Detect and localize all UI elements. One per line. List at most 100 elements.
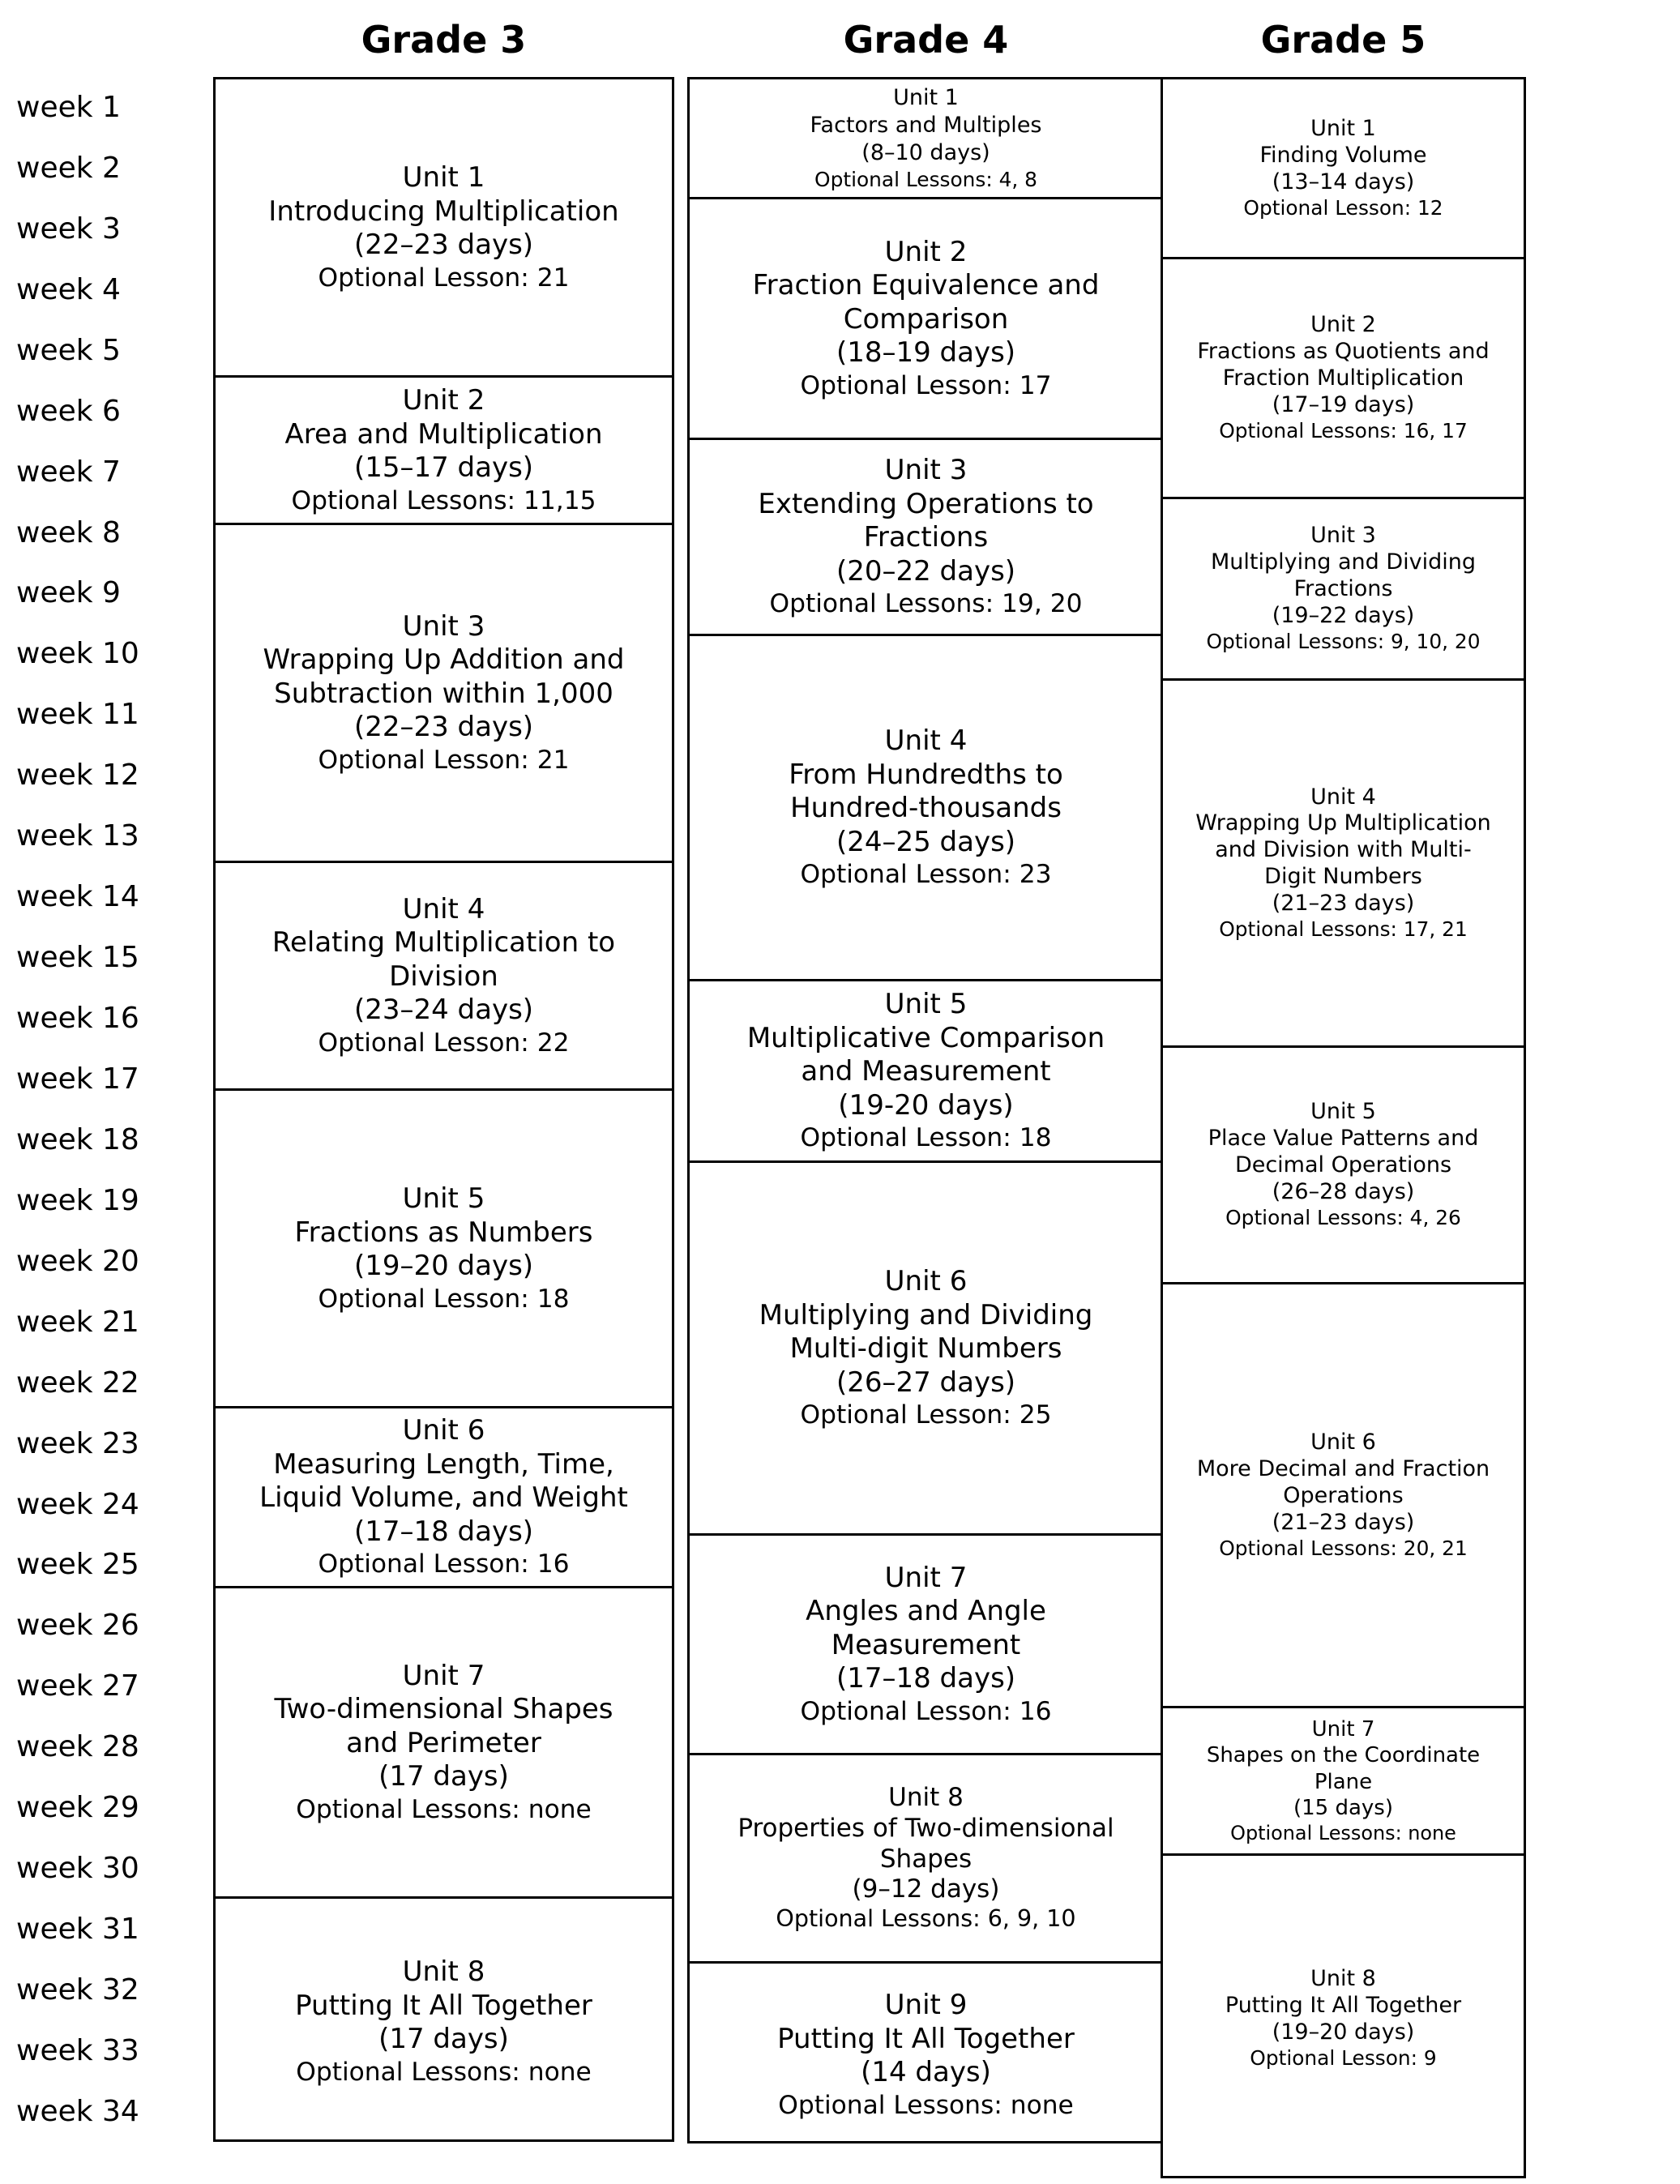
unit-title: Measuring Length, Time, Liquid Volume, a…: [259, 1447, 628, 1515]
unit-label: Unit 4: [402, 892, 485, 925]
unit-days: (9–12 days): [852, 1874, 1000, 1904]
unit-days: (22–23 days): [353, 711, 534, 744]
unit-days: (14 days): [861, 2056, 991, 2089]
grade3-unit-5-cell: Unit 5 Fractions as Numbers (19–20 days) Op…: [216, 1091, 672, 1408]
unit-label: Unit 3: [1310, 523, 1376, 549]
week-label-column: week 1 week 2 week 3 week 4 week 5 week 6 week…: [16, 77, 203, 2142]
unit-days: (15–17 days): [353, 451, 534, 485]
week-label-32: week 32: [16, 1973, 139, 2007]
unit-title: Multiplying and Dividing Multi-digit Num…: [759, 1298, 1093, 1366]
week-label-31: week 31: [16, 1913, 139, 1947]
unit-optional: Optional Lesson: 9: [1250, 2045, 1437, 2070]
week-label-4: week 4: [16, 272, 121, 306]
unit-days: (18–19 days): [836, 336, 1016, 370]
week-label-15: week 15: [16, 941, 139, 975]
unit-days: (21–23 days): [1272, 891, 1415, 917]
unit-title: Fractions as Quotients and Fraction Mult…: [1197, 339, 1490, 391]
unit-optional: Optional Lesson: 22: [318, 1028, 570, 1058]
unit-optional: Optional Lesson: 12: [1243, 195, 1443, 220]
unit-days: (26–28 days): [1272, 1179, 1415, 1205]
unit-optional: Optional Lesson: 18: [800, 1123, 1052, 1153]
week-label-29: week 29: [16, 1791, 139, 1825]
unit-label: Unit 5: [402, 1182, 485, 1216]
unit-title: Properties of Two-dimensional Shapes: [737, 1813, 1114, 1874]
grade4-column: Unit 1 Factors and Multiples (8–10 days) Op…: [687, 77, 1165, 2143]
grade3-unit-6-cell: Unit 6 Measuring Length, Time, Liquid Vol…: [216, 1408, 672, 1588]
grade5-unit-1-cell: Unit 1 Finding Volume (13–14 days) Optional…: [1163, 79, 1524, 259]
grade3-unit-1-cell: Unit 1 Introducing Multiplication (22–23 d…: [216, 79, 672, 378]
grade3-unit-4-cell: Unit 4 Relating Multiplication to Divisio…: [216, 863, 672, 1091]
unit-title: Wrapping Up Multiplication and Division …: [1195, 810, 1491, 890]
unit-title: Factors and Multiples: [810, 113, 1042, 139]
unit-label: Unit 6: [884, 1265, 968, 1298]
week-label-3: week 3: [16, 212, 121, 246]
grade-4-header: Grade 4: [843, 18, 1009, 62]
unit-title: Fraction Equivalence and Comparison: [752, 269, 1100, 336]
grade-3-header: Grade 3: [361, 18, 527, 62]
unit-title: Shapes on the Coordinate Plane: [1206, 1743, 1481, 1794]
grade4-unit-6-cell: Unit 6 Multiplying and Dividing Multi-dig…: [690, 1163, 1162, 1536]
unit-optional: Optional Lessons: 19, 20: [769, 589, 1083, 619]
week-label-34: week 34: [16, 2094, 139, 2128]
unit-days: (20–22 days): [836, 554, 1016, 588]
unit-optional: Optional Lesson: 17: [800, 370, 1052, 400]
grade4-unit-3-cell: Unit 3 Extending Operations to Fractions(…: [690, 440, 1162, 636]
week-label-6: week 6: [16, 394, 121, 428]
unit-title: Angles and Angle Measurement: [806, 1595, 1046, 1661]
unit-label: Unit 4: [1310, 784, 1376, 810]
unit-optional: Optional Lessons: 4, 26: [1225, 1206, 1461, 1230]
unit-optional: Optional Lessons: 9, 10, 20: [1206, 630, 1481, 654]
week-label-2: week 2: [16, 151, 121, 185]
unit-days: (17–18 days): [836, 1662, 1016, 1695]
grade5-unit-2-cell: Unit 2 Fractions as Quotients and Fractio…: [1163, 259, 1524, 499]
week-label-19: week 19: [16, 1183, 139, 1217]
week-label-24: week 24: [16, 1487, 139, 1521]
unit-optional: Optional Lessons: 6, 9, 10: [776, 1905, 1076, 1933]
unit-title: Extending Operations to Fractions: [758, 487, 1094, 554]
week-label-33: week 33: [16, 2033, 139, 2067]
week-label-18: week 18: [16, 1122, 139, 1156]
unit-label: Unit 5: [1310, 1099, 1376, 1125]
unit-optional: Optional Lesson: 16: [800, 1696, 1052, 1726]
unit-optional: Optional Lessons: 4, 8: [814, 167, 1037, 191]
unit-days: (15 days): [1293, 1796, 1393, 1821]
unit-days: (24–25 days): [836, 825, 1016, 858]
grade4-unit-2-cell: Unit 2 Fraction Equivalence and Compariso…: [690, 199, 1162, 440]
unit-days: (19-20 days): [838, 1088, 1014, 1122]
unit-label: Unit 8: [888, 1782, 964, 1812]
unit-label: Unit 1: [1310, 115, 1376, 141]
week-label-5: week 5: [16, 333, 121, 367]
week-label-8: week 8: [16, 515, 121, 549]
unit-optional: Optional Lessons: 20, 21: [1219, 1536, 1468, 1560]
week-label-28: week 28: [16, 1730, 139, 1764]
unit-label: Unit 1: [893, 85, 959, 111]
unit-days: (23–24 days): [353, 994, 534, 1027]
unit-title: Area and Multiplication: [284, 417, 603, 451]
grade5-unit-6-cell: Unit 6 More Decimal and Fraction Operatio…: [1163, 1284, 1524, 1708]
unit-label: Unit 7: [402, 1659, 485, 1692]
unit-title: Putting It All Together: [777, 2022, 1075, 2055]
week-label-26: week 26: [16, 1609, 139, 1643]
unit-label: Unit 7: [1311, 1716, 1375, 1742]
unit-days: (19–22 days): [1272, 603, 1415, 629]
week-label-9: week 9: [16, 576, 121, 610]
unit-days: (21–23 days): [1272, 1509, 1415, 1535]
unit-optional: Optional Lessons: 16, 17: [1219, 419, 1468, 443]
unit-title: Multiplying and Dividing Fractions: [1211, 549, 1476, 602]
week-label-20: week 20: [16, 1244, 139, 1278]
unit-label: Unit 8: [1310, 1965, 1376, 1991]
unit-title: Two-dimensional Shapes and Perimeter: [274, 1693, 613, 1759]
grade5-unit-4-cell: Unit 4 Wrapping Up Multiplication and Div…: [1163, 681, 1524, 1048]
unit-optional: Optional Lesson: 18: [318, 1284, 570, 1314]
week-label-13: week 13: [16, 819, 139, 853]
unit-days: (17–19 days): [1272, 392, 1415, 418]
unit-optional: Optional Lessons: none: [296, 2057, 592, 2087]
unit-optional: Optional Lesson: 21: [318, 745, 570, 775]
week-label-7: week 7: [16, 455, 121, 489]
unit-label: Unit 9: [884, 1989, 968, 2022]
unit-title: Fractions as Numbers: [294, 1216, 593, 1249]
unit-title: Putting It All Together: [1225, 1992, 1462, 2018]
unit-title: Introducing Multiplication: [268, 194, 619, 228]
week-label-10: week 10: [16, 637, 139, 671]
